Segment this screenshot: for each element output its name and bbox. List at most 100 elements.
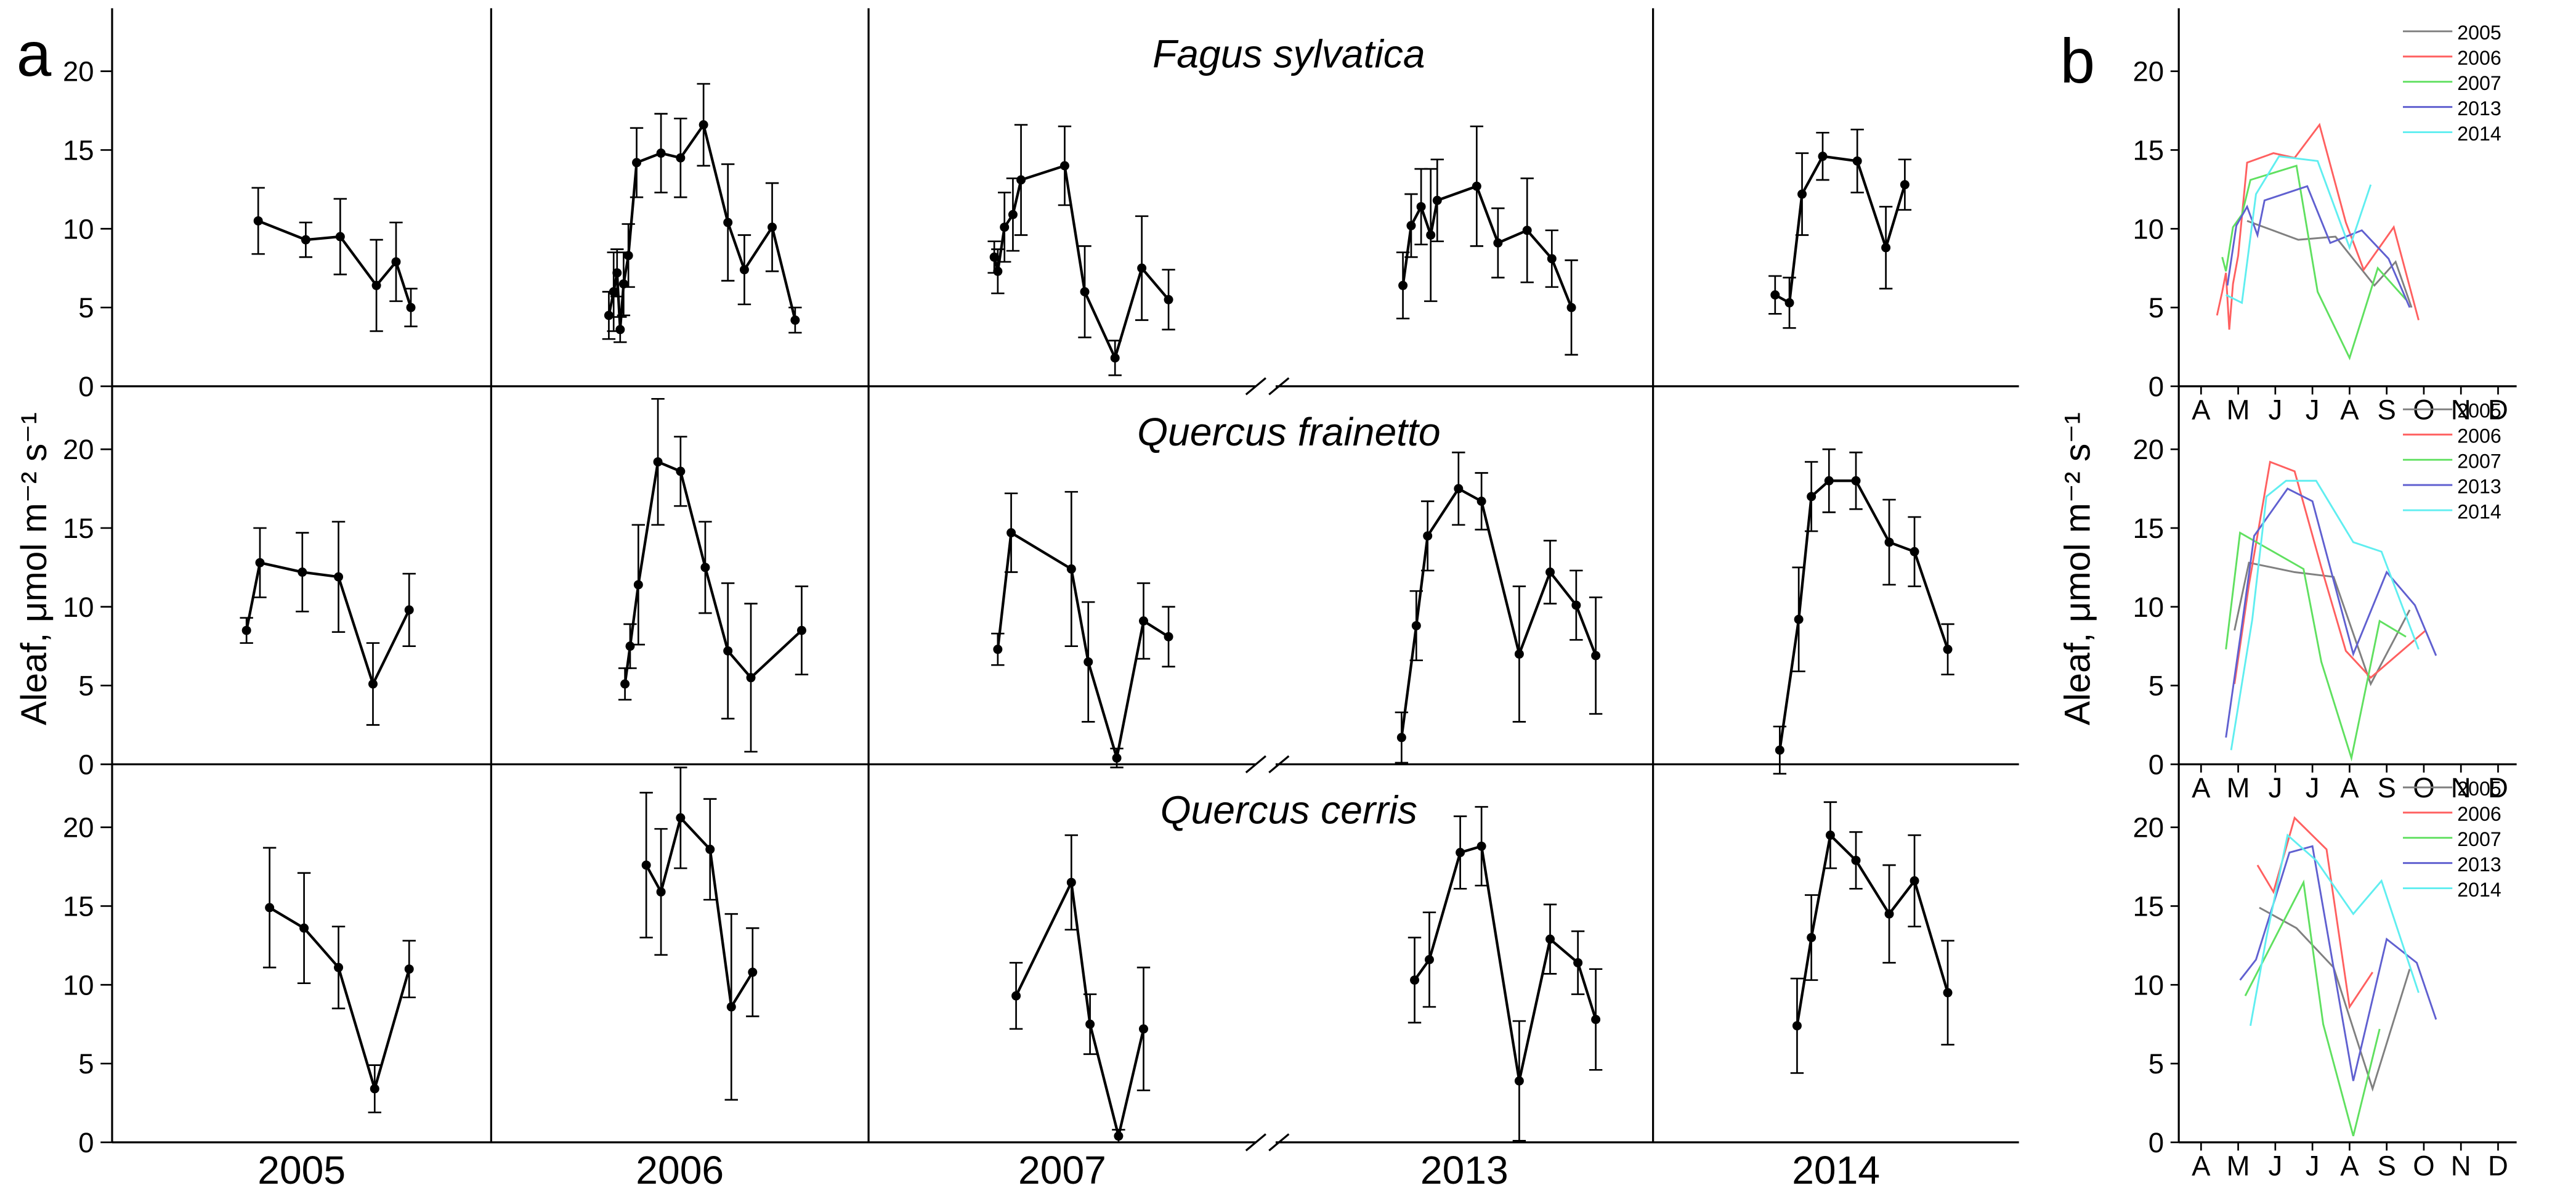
- y-tick-label: 0: [2149, 749, 2164, 780]
- x-tick-label: A: [2192, 1150, 2211, 1181]
- series-line: [2216, 123, 2420, 330]
- data-point: [1514, 1076, 1524, 1086]
- data-point: [1454, 484, 1464, 494]
- data-line: [1413, 844, 1597, 1081]
- legend-label: 2014: [2457, 500, 2501, 523]
- data-point: [1571, 600, 1581, 610]
- data-point: [1416, 201, 1426, 211]
- data-line: [1796, 832, 1950, 1027]
- legend-label: 2014: [2457, 123, 2501, 145]
- data-point: [641, 860, 651, 870]
- data-point: [1085, 1019, 1095, 1029]
- data-point: [301, 235, 310, 245]
- data-point: [1545, 568, 1555, 577]
- data-point: [1943, 645, 1953, 654]
- data-point: [1426, 230, 1436, 240]
- y-tick-label: 15: [63, 891, 94, 922]
- x-tick-label: 2007: [1018, 1148, 1106, 1188]
- y-tick-label: 15: [63, 134, 94, 166]
- data-point: [656, 148, 666, 158]
- x-tick-label: 2014: [1792, 1148, 1880, 1188]
- data-point: [1797, 189, 1807, 199]
- x-tick-label: A: [2192, 394, 2211, 425]
- data-point: [739, 265, 749, 275]
- data-point: [391, 257, 401, 267]
- data-point: [1066, 564, 1076, 574]
- legend-label: 2007: [2457, 828, 2501, 850]
- data-point: [1000, 222, 1010, 232]
- axis-break: [1268, 377, 1290, 396]
- data-line: [623, 460, 803, 685]
- data-point: [748, 967, 758, 977]
- data-line: [1015, 877, 1145, 1137]
- data-point: [370, 1084, 379, 1094]
- x-tick-label: M: [2227, 1150, 2250, 1181]
- y-tick-label: 5: [2149, 670, 2164, 702]
- data-point: [1396, 733, 1406, 742]
- data-point: [790, 315, 800, 325]
- y-tick-label: 15: [2132, 513, 2164, 544]
- data-point: [656, 887, 666, 897]
- data-point: [993, 266, 1003, 276]
- y-axis-label: Aleaf, μmol m⁻² s⁻¹: [2058, 412, 2098, 725]
- series-line: [2226, 155, 2372, 304]
- legend-label: 2006: [2457, 47, 2501, 69]
- data-point: [623, 251, 633, 261]
- data-point: [615, 325, 625, 335]
- x-tick-label: D: [2488, 772, 2508, 804]
- data-point: [1411, 620, 1421, 630]
- data-point: [1910, 876, 1919, 886]
- data-point: [241, 625, 251, 635]
- data-point: [1423, 531, 1433, 541]
- y-tick-label: 20: [2132, 56, 2164, 87]
- x-tick-label: N: [2451, 772, 2471, 804]
- legend-label: 2013: [2457, 97, 2501, 120]
- y-tick-label: 20: [2132, 812, 2164, 844]
- data-point: [1080, 287, 1090, 296]
- data-point: [299, 923, 309, 933]
- data-point: [1794, 614, 1804, 624]
- series-line: [2244, 879, 2381, 1137]
- data-line: [1778, 479, 1950, 751]
- data-point: [989, 252, 999, 262]
- legend-label: 2005: [2457, 400, 2501, 422]
- data-point: [1114, 1131, 1124, 1141]
- data-point: [705, 844, 715, 854]
- x-tick-label: J: [2268, 1150, 2282, 1181]
- data-point: [1514, 649, 1524, 659]
- series-line: [2230, 479, 2420, 751]
- x-tick-label: D: [2488, 394, 2508, 425]
- data-point: [1943, 988, 1953, 998]
- data-point: [612, 268, 622, 278]
- data-point: [1008, 210, 1018, 219]
- data-point: [1910, 547, 1919, 556]
- data-point: [1476, 841, 1486, 851]
- x-tick-label: M: [2227, 394, 2250, 425]
- data-line: [645, 815, 754, 1011]
- data-point: [796, 625, 806, 635]
- data-line: [1401, 184, 1573, 308]
- data-point: [1566, 303, 1576, 312]
- data-point: [1410, 975, 1420, 985]
- data-point: [676, 813, 686, 823]
- legend-label: 2013: [2457, 853, 2501, 876]
- x-tick-label: N: [2451, 394, 2471, 425]
- data-point: [1398, 280, 1408, 290]
- data-point: [676, 466, 686, 476]
- data-point: [1406, 221, 1416, 230]
- x-tick-label: S: [2378, 1150, 2396, 1181]
- data-point: [1016, 175, 1026, 185]
- data-point: [1137, 263, 1147, 273]
- data-point: [1476, 496, 1486, 506]
- data-point: [1852, 156, 1862, 166]
- data-point: [993, 645, 1003, 654]
- y-tick-label: 0: [2149, 1127, 2164, 1158]
- data-point: [335, 232, 345, 242]
- data-line: [245, 561, 411, 688]
- x-tick-label: A: [2340, 1150, 2359, 1181]
- y-tick-label: 20: [63, 434, 94, 465]
- data-point: [1900, 180, 1910, 190]
- legend-label: 2007: [2457, 72, 2501, 94]
- x-tick-label: J: [2268, 772, 2282, 804]
